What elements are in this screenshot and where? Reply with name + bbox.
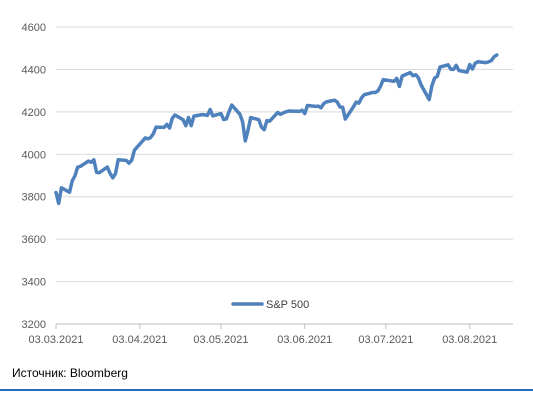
legend: S&P 500 (231, 299, 309, 311)
x-axis: 03.03.2021 03.04.2021 03.05.2021 03.06.2021… (28, 323, 513, 346)
y-tick-label: 4000 (22, 149, 46, 161)
legend-label-sp500: S&P 500 (266, 299, 309, 311)
series-layer (54, 53, 499, 206)
y-tick-label: 3600 (22, 234, 46, 246)
y-tick-label: 4200 (22, 107, 46, 119)
sp500-line-chart: 3200 3400 3600 3800 4000 4200 4400 4600 03.03.2… (22, 22, 513, 346)
bottom-divider (0, 389, 533, 391)
x-tick-label: 03.07.2021 (358, 334, 413, 346)
source-caption: Источник: Bloomberg (12, 366, 128, 380)
series-line-sp500 (54, 53, 499, 206)
y-tick-label: 4400 (22, 64, 46, 76)
y-tick-label: 3400 (22, 277, 46, 289)
x-tick-label: 03.08.2021 (442, 334, 497, 346)
y-axis: 3200 3400 3600 3800 4000 4200 4400 4600 (22, 22, 46, 331)
y-tick-label: 3800 (22, 192, 46, 204)
y-tick-label: 3200 (22, 319, 46, 331)
y-tick-label: 4600 (22, 22, 46, 34)
x-tick-label: 03.05.2021 (193, 334, 248, 346)
x-tick-label: 03.06.2021 (277, 334, 332, 346)
x-tick-label: 03.04.2021 (112, 334, 167, 346)
x-tick-label: 03.03.2021 (28, 334, 83, 346)
